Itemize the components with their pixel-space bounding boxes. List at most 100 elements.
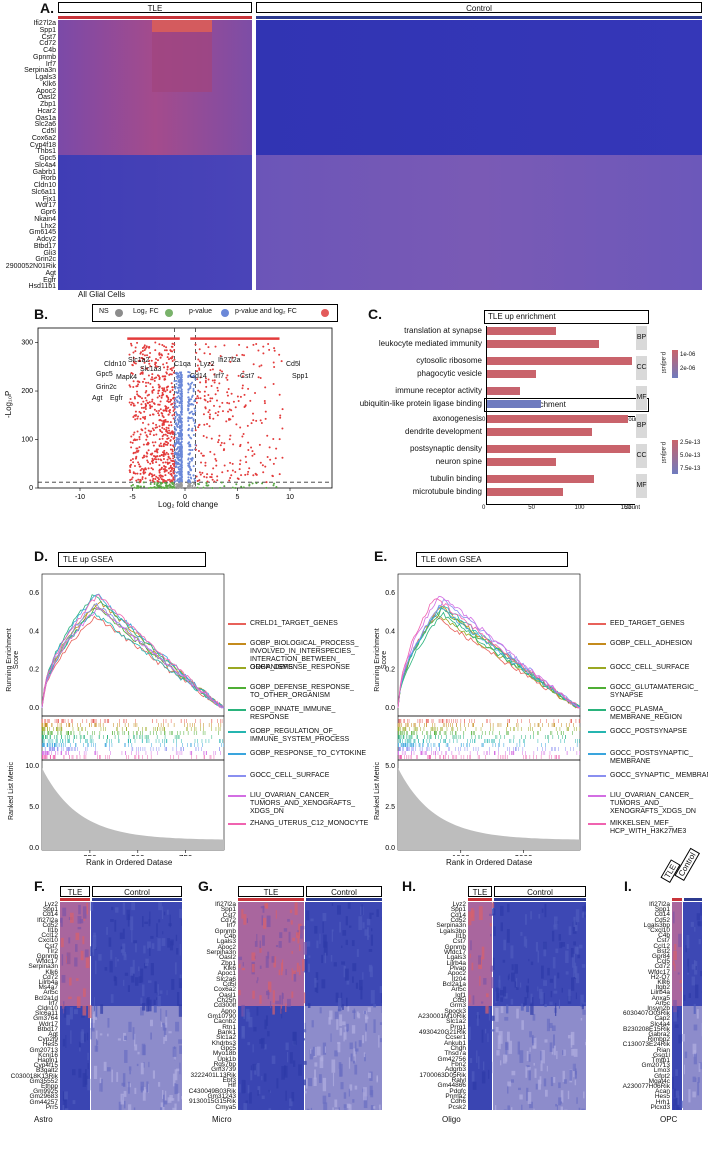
heat-texture bbox=[491, 1015, 495, 1021]
heat-texture bbox=[560, 1090, 564, 1103]
heat-texture bbox=[575, 992, 577, 1000]
volcano-point bbox=[155, 410, 158, 413]
heat-texture bbox=[289, 909, 293, 914]
heat-texture bbox=[130, 916, 134, 931]
heat-texture bbox=[368, 949, 373, 952]
volcano-point bbox=[167, 479, 170, 482]
heat-texture bbox=[108, 937, 112, 947]
panelG-gene-label: Gpnmb bbox=[214, 927, 236, 935]
volcano-point bbox=[178, 397, 181, 400]
heat-texture bbox=[551, 930, 555, 942]
volcano-point bbox=[172, 371, 175, 374]
heat-texture bbox=[481, 1029, 484, 1043]
volcano-point bbox=[148, 345, 151, 348]
volcano-point bbox=[175, 438, 178, 441]
volcano-point bbox=[161, 375, 164, 378]
heat-texture bbox=[676, 1095, 680, 1105]
volcano-point bbox=[150, 486, 153, 489]
heat-texture bbox=[319, 1007, 322, 1014]
volcano-point bbox=[148, 362, 151, 365]
heat-texture bbox=[273, 956, 276, 968]
heat-texture bbox=[282, 993, 284, 999]
volcano-point bbox=[262, 471, 265, 474]
volcano-point bbox=[260, 364, 263, 367]
heat-texture bbox=[174, 1069, 178, 1081]
volcano-point bbox=[130, 446, 133, 449]
volcano-point bbox=[208, 409, 211, 412]
volcano-point bbox=[136, 472, 139, 475]
volcano-point bbox=[169, 464, 172, 467]
panelF-gene-label: Cldn10 bbox=[37, 1005, 58, 1012]
volcano-point bbox=[139, 359, 142, 362]
volcano-point bbox=[226, 469, 229, 472]
heat-texture bbox=[688, 993, 691, 999]
volcano-point bbox=[165, 480, 168, 483]
heat-texture bbox=[321, 979, 326, 989]
volcano-point bbox=[187, 457, 190, 460]
volcano-point bbox=[187, 471, 190, 474]
heat-texture bbox=[123, 979, 125, 986]
volcano-point bbox=[211, 397, 214, 400]
heat-texture bbox=[470, 940, 472, 951]
heat-texture bbox=[122, 902, 126, 915]
volcano-point bbox=[187, 400, 190, 403]
heat-texture bbox=[577, 954, 581, 959]
volcano-point bbox=[232, 400, 235, 403]
legend-swatch bbox=[588, 731, 606, 733]
panel-e-ylabel1: Running Enrichment Score bbox=[374, 628, 388, 692]
heat-texture bbox=[60, 917, 63, 927]
heat-texture bbox=[342, 1004, 344, 1010]
volcano-point bbox=[137, 383, 140, 386]
legend-swatch bbox=[228, 775, 246, 777]
volcano-point bbox=[211, 368, 214, 371]
heat-texture bbox=[124, 1035, 127, 1040]
volcano-point bbox=[219, 354, 222, 357]
heat-texture bbox=[508, 973, 510, 979]
heat-texture bbox=[311, 1020, 314, 1028]
heat-texture bbox=[530, 993, 533, 1003]
volcano-point bbox=[130, 342, 133, 345]
up-bar bbox=[487, 400, 542, 408]
volcano-point bbox=[231, 462, 234, 465]
volcano-point bbox=[234, 470, 237, 473]
volcano-point bbox=[255, 419, 258, 422]
volcano-point bbox=[144, 407, 147, 410]
heat-texture bbox=[511, 1070, 516, 1076]
heat-texture bbox=[672, 911, 675, 924]
volcano-point bbox=[189, 457, 192, 460]
panel-e-gsea-plot: 0.00.20.40.60.02.55.010002000 bbox=[385, 573, 581, 856]
volcano-point bbox=[158, 414, 161, 417]
heat-texture bbox=[548, 1022, 553, 1029]
volcano-point bbox=[178, 480, 181, 483]
volcano-point bbox=[179, 418, 182, 421]
legend-swatch bbox=[228, 623, 246, 625]
volcano-point bbox=[175, 482, 178, 485]
volcano-point bbox=[167, 406, 170, 409]
heat-texture bbox=[63, 1006, 67, 1018]
heat-texture bbox=[116, 1072, 119, 1082]
volcano-point bbox=[158, 425, 161, 428]
heat-texture bbox=[145, 963, 149, 966]
volcano-point bbox=[170, 403, 173, 406]
volcano-point bbox=[142, 416, 145, 419]
volcano-point bbox=[228, 417, 231, 420]
panel-a-tle-header: TLE bbox=[58, 2, 252, 13]
volcano-point bbox=[180, 470, 183, 473]
heat-texture bbox=[688, 1089, 691, 1103]
volcano-point bbox=[198, 360, 201, 363]
heat-texture bbox=[693, 959, 696, 969]
heat-texture bbox=[479, 976, 481, 986]
volcano-point bbox=[228, 479, 231, 482]
volcano-point bbox=[216, 479, 219, 482]
volcano-point bbox=[175, 405, 178, 408]
volcano-point bbox=[180, 441, 183, 444]
heat-texture bbox=[246, 918, 248, 923]
volcano-point bbox=[219, 444, 222, 447]
heat-texture bbox=[533, 1062, 535, 1066]
volcano-point bbox=[241, 435, 244, 438]
heat-texture bbox=[551, 1025, 556, 1031]
up-term-label: ubiquitin-like protein ligase binding bbox=[359, 399, 482, 408]
volcano-point bbox=[156, 476, 159, 479]
volcano-point bbox=[136, 380, 139, 383]
panel-c-up-legend-0: 1e-06 bbox=[680, 352, 696, 358]
